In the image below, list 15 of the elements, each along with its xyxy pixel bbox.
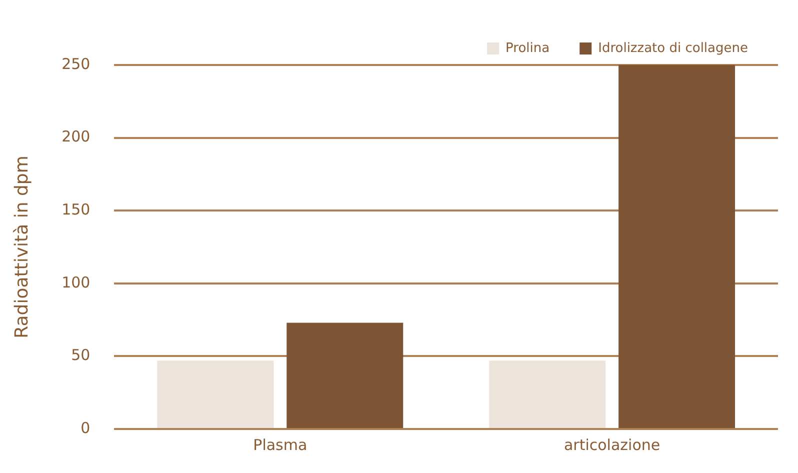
y-tick-label: 200 — [62, 128, 90, 146]
y-tick-label: 0 — [80, 418, 90, 437]
legend-label: Idrolizzato di collagene — [598, 40, 748, 56]
y-tick-label: 100 — [62, 273, 90, 292]
y-tick-label: 250 — [62, 54, 90, 73]
bar — [286, 322, 404, 428]
bar — [489, 360, 606, 428]
bar — [618, 65, 736, 428]
y-axis-title: Radioattività in dpm — [11, 156, 32, 338]
bar — [157, 360, 274, 428]
x-tick-label: Plasma — [253, 436, 308, 454]
x-tick-label: articolazione — [564, 436, 660, 454]
y-tick-label: 50 — [71, 346, 90, 364]
legend-label: Prolina — [506, 40, 550, 56]
y-tick-label: 150 — [62, 200, 90, 218]
